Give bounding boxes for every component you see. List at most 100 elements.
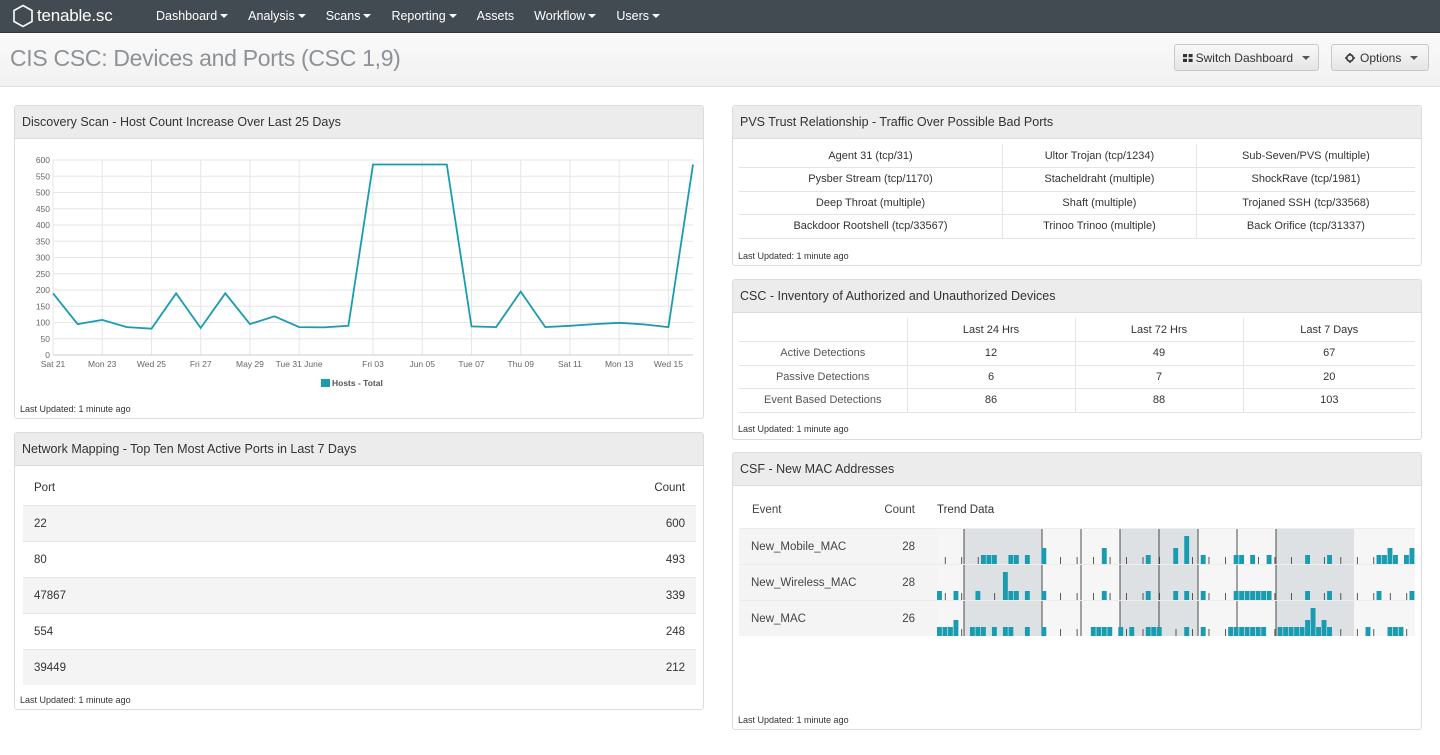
mac-event-name: New_Mobile_MAC (751, 540, 847, 553)
detection-count-cell[interactable]: 49 (1075, 341, 1244, 366)
trend-bar (1173, 548, 1179, 564)
count-cell: 248 (665, 625, 685, 638)
period-column-header: Last 72 Hrs (1075, 318, 1244, 342)
table-row[interactable]: 47867 339 (23, 577, 696, 613)
trend-bar (947, 627, 953, 636)
bad-port-cell[interactable]: Sub-Seven/PVS (multiple) (1196, 144, 1415, 168)
bad-port-cell[interactable]: Stacheldraht (multiple) (1002, 167, 1197, 192)
table-row[interactable]: New_MAC 26 (739, 600, 1415, 636)
device-inventory-panel: CSC - Inventory of Authorized and Unauth… (732, 279, 1422, 440)
y-tick-label: 50 (41, 334, 51, 344)
detection-count-cell[interactable]: 6 (907, 365, 1076, 389)
trend-bar (1398, 627, 1404, 636)
host-count-line-chart[interactable]: 0 50 100 150 200 250 300 350 400 450 500 550 600 Sat … (15, 140, 703, 400)
discovery-scan-title: Discovery Scan - Host Count Increase Ove… (15, 106, 703, 139)
table-row[interactable]: 80 493 (23, 541, 696, 577)
hosts-total-series-line (52, 163, 694, 330)
chevron-down-icon (588, 13, 597, 18)
options-button[interactable]: Options (1331, 44, 1429, 71)
bad-port-cell[interactable]: Deep Throat (multiple) (739, 191, 1004, 215)
discovery-scan-panel: Discovery Scan - Host Count Increase Ove… (14, 105, 704, 419)
bad-port-cell[interactable]: Trojaned SSH (tcp/33568) (1196, 191, 1415, 215)
trend-bar (1283, 627, 1289, 636)
table-row: Pysber Stream (tcp/1170) Stacheldraht (mu… (739, 167, 1415, 192)
bad-port-cell[interactable]: Agent 31 (tcp/31) (739, 144, 1004, 168)
x-tick-label: Sat 21 (41, 359, 66, 369)
tenable-logo[interactable]: tenable.sc (12, 4, 113, 28)
bad-port-cell[interactable]: Shaft (multiple) (1002, 191, 1197, 215)
nav-analysis[interactable]: Analysis (238, 0, 316, 33)
trend-sparkline[interactable] (937, 565, 1415, 600)
trend-sparkline[interactable] (937, 529, 1415, 564)
nav-workflow[interactable]: Workflow (524, 0, 606, 33)
trend-column-header: Trend Data (937, 504, 995, 516)
trend-bar (1008, 555, 1014, 564)
port-cell: 47867 (34, 589, 66, 602)
nav-reporting[interactable]: Reporting (381, 0, 466, 33)
trend-bar (1233, 627, 1239, 636)
trend-bar (1008, 591, 1014, 600)
trend-bar (1244, 627, 1250, 636)
detection-count-cell[interactable]: 86 (907, 388, 1076, 413)
trend-bar (1173, 591, 1179, 600)
trend-bar (1239, 555, 1245, 564)
bad-port-cell[interactable]: Back Orifice (tcp/31337) (1196, 214, 1415, 239)
trend-bar (1316, 627, 1321, 636)
bad-ports-grid: Agent 31 (tcp/31) Ultor Trojan (tcp/1234)… (739, 144, 1415, 239)
bad-port-cell[interactable]: ShockRave (tcp/1981) (1196, 167, 1415, 192)
detection-count-cell[interactable]: 103 (1243, 388, 1415, 413)
detection-count-cell[interactable]: 88 (1075, 388, 1244, 413)
nav-label: Workflow (534, 9, 586, 23)
trend-bar (1145, 627, 1151, 636)
table-row[interactable]: 39449 212 (23, 649, 696, 685)
trend-bar (1393, 555, 1398, 564)
mac-event-count: 26 (902, 612, 915, 625)
detection-count-cell[interactable]: 20 (1243, 365, 1415, 389)
trend-bar (1409, 548, 1415, 564)
bad-port-cell[interactable]: Ultor Trojan (tcp/1234) (1002, 144, 1197, 168)
trend-bar (1387, 627, 1393, 636)
table-row[interactable]: 22 600 (23, 505, 696, 541)
top-navbar: tenable.sc Dashboard Analysis Scans Reporti… (0, 0, 1440, 33)
trend-bar (1250, 627, 1256, 636)
period-column-header: Last 7 Days (1243, 318, 1415, 342)
mac-last-updated: Last Updated: 1 minute ago (738, 715, 849, 725)
detection-count-cell[interactable]: 12 (907, 341, 1076, 366)
detection-count-cell[interactable]: 67 (1243, 341, 1415, 366)
detection-count-cell[interactable]: 7 (1075, 365, 1244, 389)
chevron-down-icon (297, 13, 306, 18)
event-column-header: Event (752, 504, 782, 516)
trend-bar (1239, 591, 1245, 600)
x-tick-label: Wed 25 (137, 359, 166, 369)
trend-bar (1327, 591, 1332, 600)
nav-label: Scans (325, 9, 361, 23)
y-tick-label: 500 (36, 188, 50, 198)
table-row[interactable]: New_Wireless_MAC 28 (739, 564, 1415, 600)
nav-users[interactable]: Users (606, 0, 670, 33)
y-tick-label: 200 (36, 285, 50, 295)
port-cell: 22 (34, 517, 47, 530)
trend-bar (1145, 591, 1151, 600)
y-tick-label: 400 (36, 220, 50, 230)
bad-port-cell[interactable]: Backdoor Rootshell (tcp/33567) (739, 214, 1004, 239)
trend-bar (1409, 591, 1415, 600)
nav-assets[interactable]: Assets (467, 0, 525, 33)
trend-bar (1090, 627, 1096, 636)
trend-bar (986, 555, 992, 564)
trend-bar (975, 591, 981, 600)
trend-bar (1013, 555, 1019, 564)
bad-port-cell[interactable]: Trinoo Trinoo (multiple) (1002, 214, 1197, 239)
ports-table-header: Port Count (23, 471, 696, 505)
trend-bar (1151, 627, 1157, 636)
trend-bar (1310, 608, 1316, 636)
trend-bar (1041, 591, 1047, 600)
nav-scans[interactable]: Scans (316, 0, 382, 33)
trend-bar (1024, 555, 1030, 564)
nav-dashboard[interactable]: Dashboard (146, 0, 238, 33)
pvs-trust-title: PVS Trust Relationship - Traffic Over Po… (733, 106, 1421, 139)
switch-dashboard-button[interactable]: Switch Dashboard (1174, 44, 1319, 71)
bad-port-cell[interactable]: Pysber Stream (tcp/1170) (739, 167, 1004, 192)
trend-sparkline[interactable] (937, 601, 1415, 636)
table-row[interactable]: New_Mobile_MAC 28 (739, 528, 1415, 564)
table-row[interactable]: 554 248 (23, 613, 696, 649)
